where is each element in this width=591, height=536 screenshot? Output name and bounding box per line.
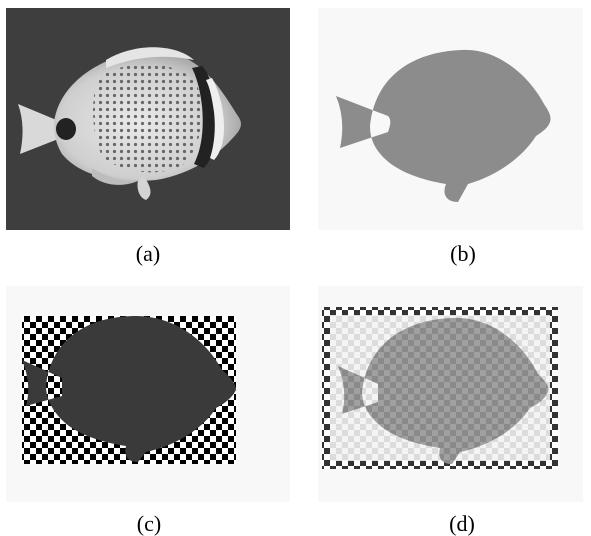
panel-d-checkerboard-light [318, 286, 583, 502]
caption-b: (b) [450, 241, 476, 266]
caption-c: (c) [136, 511, 162, 536]
panel-b-segmentation-mask [318, 8, 583, 230]
caption-d: (d) [449, 511, 475, 536]
fish-silhouette-d [338, 317, 549, 464]
fish-silhouette-b [336, 49, 551, 202]
caption-a: (a) [135, 241, 161, 266]
panel-c-checkerboard-dark [6, 286, 290, 502]
panel-a-fish-photo [6, 8, 290, 230]
fish-silhouette-c [22, 316, 236, 462]
